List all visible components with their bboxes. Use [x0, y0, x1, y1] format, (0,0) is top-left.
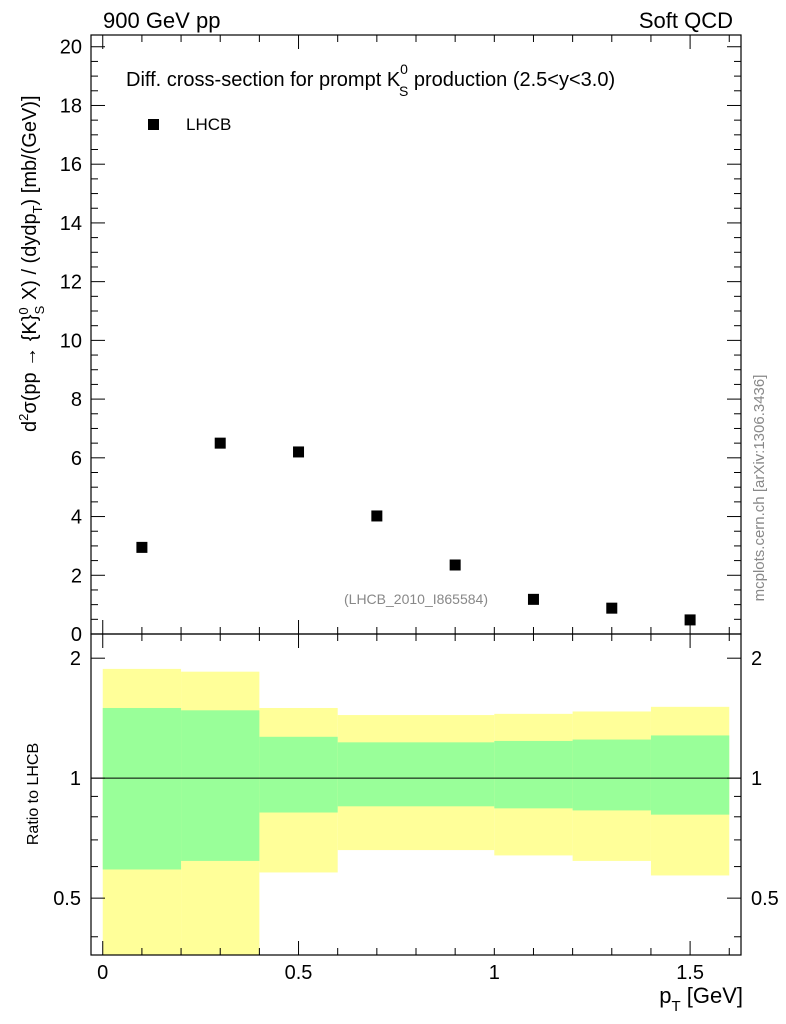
data-point — [136, 541, 148, 553]
stat-uncertainty-band — [572, 739, 651, 811]
ratio-panel: 0 0.5 1 1.5 2 2 1 1 0.5 0.5 — [53, 633, 779, 984]
ratio-y-tick-label-right: 0.5 — [751, 888, 779, 910]
data-point — [371, 510, 383, 522]
x-tick-label: 0.5 — [285, 962, 313, 984]
top-panel: 0 2 4 6 8 10 12 14 16 18 20 — [60, 34, 742, 646]
data-point — [449, 559, 461, 571]
data-point — [293, 446, 305, 458]
y-tick-label: 10 — [60, 330, 82, 352]
stat-uncertainty-band — [337, 742, 416, 807]
chart-title: Diff. cross-section for prompt K0 S produ… — [126, 61, 615, 99]
data-point — [684, 614, 696, 626]
y-tick-label: 6 — [71, 448, 82, 470]
y-tick-label: 14 — [60, 213, 82, 235]
header-left: 900 GeV pp — [103, 8, 220, 33]
y-tick-label: 12 — [60, 272, 82, 294]
ratio-y-tick-label-left: 1 — [70, 768, 81, 790]
y-tick-label: 8 — [71, 389, 82, 411]
ratio-y-tick-label-left: 2 — [70, 648, 81, 670]
top-ylabel: d2σ(pp → {K}0S X) / (dydpT) [mb/(GeV)] — [16, 95, 47, 432]
ratio-ylabel: Ratio to LHCB — [25, 743, 42, 845]
watermark-side-label: mcplots.cern.ch [arXiv:1306.3436] — [751, 375, 768, 602]
legend-marker-lhcb — [148, 119, 159, 130]
x-tick-label: 1 — [489, 962, 500, 984]
stat-uncertainty-band — [102, 707, 182, 870]
x-tick-label: 0 — [97, 962, 108, 984]
ratio-y-tick-label-right: 1 — [751, 768, 762, 790]
data-point — [214, 437, 226, 449]
legend-label-lhcb: LHCB — [186, 115, 231, 134]
y-tick-label: 0 — [71, 624, 82, 646]
y-tick-label: 2 — [71, 565, 82, 587]
y-tick-label: 20 — [60, 37, 82, 59]
analysis-annotation: (LHCB_2010_I865584) — [344, 591, 488, 607]
xlabel: pT [GeV] — [659, 983, 743, 1015]
stat-uncertainty-band — [181, 710, 260, 861]
stat-uncertainty-band — [416, 742, 495, 807]
stat-uncertainty-band — [494, 740, 573, 809]
stat-uncertainty-band — [650, 735, 730, 815]
data-point — [606, 602, 618, 614]
y-tick-label: 16 — [60, 154, 82, 176]
header-right: Soft QCD — [639, 8, 733, 33]
x-tick-label: 1.5 — [676, 962, 704, 984]
ratio-y-tick-label-left: 0.5 — [53, 888, 81, 910]
y-tick-label: 18 — [60, 95, 82, 117]
ratio-y-tick-label-right: 2 — [751, 648, 762, 670]
y-tick-label: 4 — [71, 507, 82, 529]
stat-uncertainty-band — [259, 736, 338, 813]
data-point — [527, 593, 539, 605]
